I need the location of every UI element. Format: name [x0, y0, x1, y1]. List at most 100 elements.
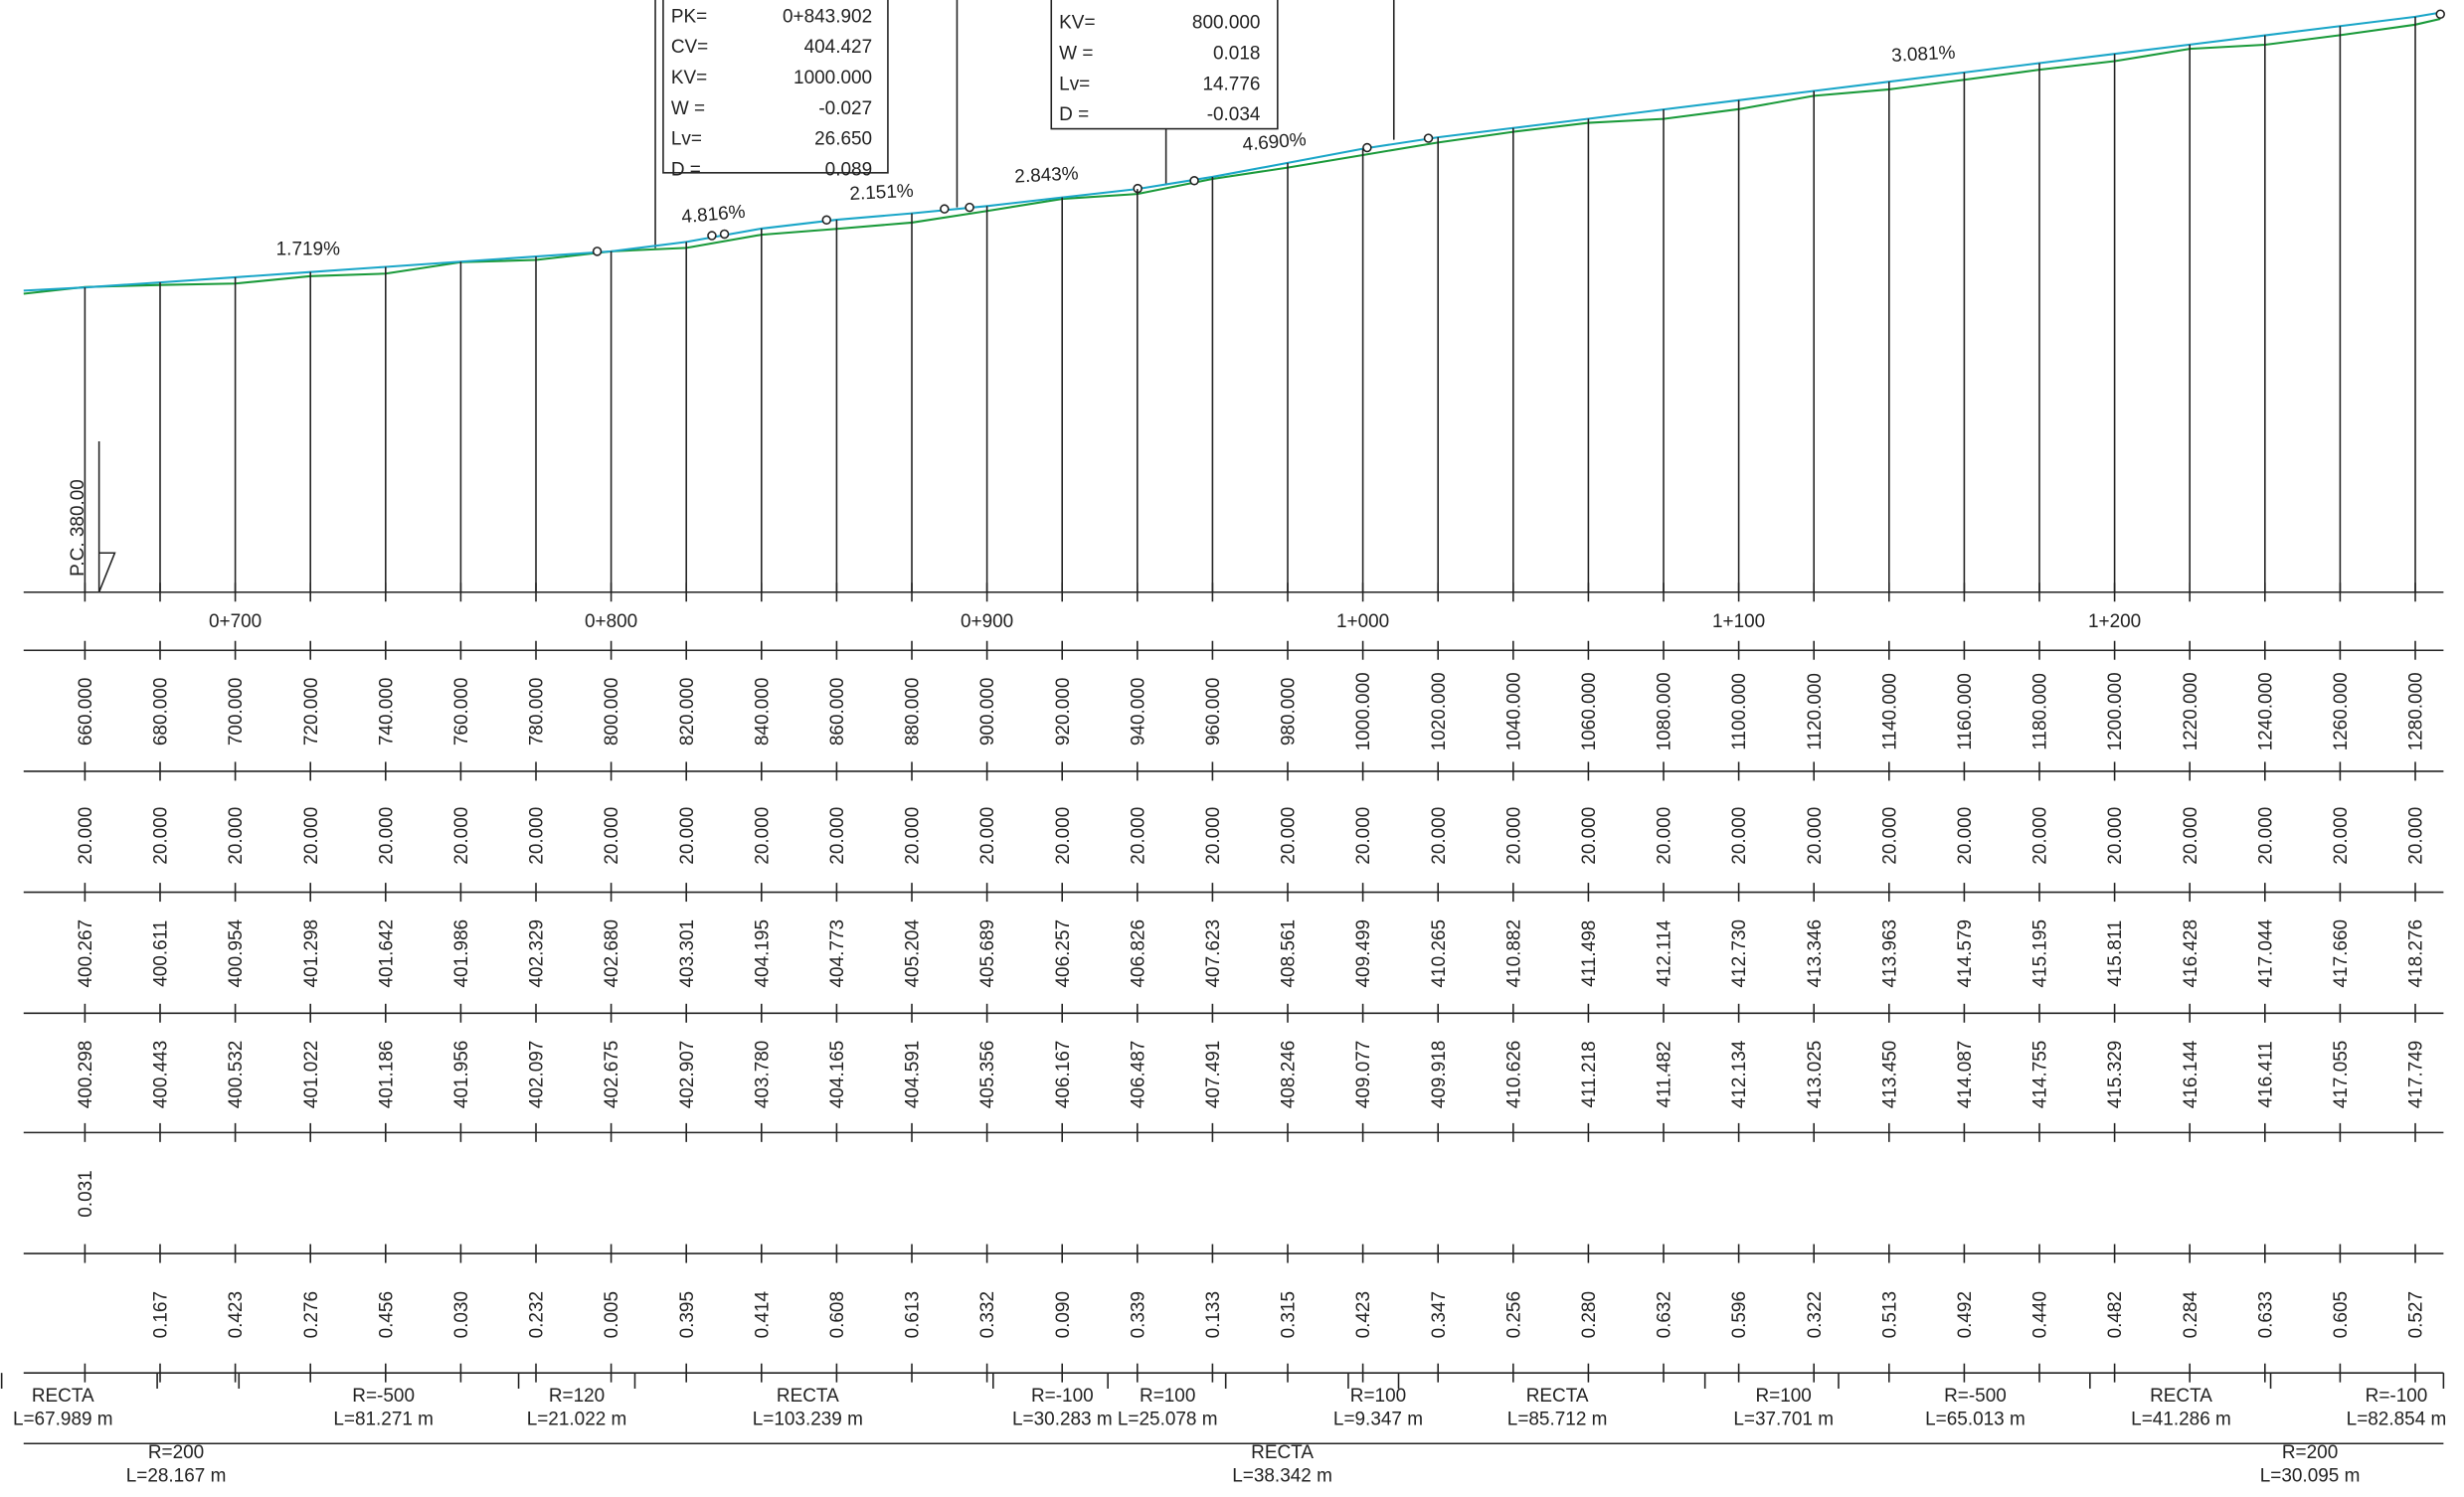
curve-point [821, 215, 832, 225]
band-grade: 411.498 [1579, 920, 1600, 987]
alignment-type: R=120 [549, 1386, 605, 1407]
alignment-type: RECTA [2150, 1386, 2212, 1407]
band-ground: 404.591 [903, 1041, 924, 1109]
alignment-length: L=9.347 m [1333, 1410, 1423, 1430]
station-label: 1+000 [1336, 611, 1389, 632]
slope-label: 4.816% [681, 202, 747, 229]
band-grade: 415.195 [2030, 919, 2051, 988]
band-grade: 404.195 [752, 919, 773, 988]
alignment-type: R=-500 [1944, 1386, 2007, 1407]
station-label: 0+700 [209, 611, 262, 632]
band-distance: 1020.000 [1429, 672, 1450, 750]
band-ground: 412.134 [1729, 1041, 1750, 1109]
band-partial: 20.000 [1279, 807, 1300, 865]
band-cut: 0.280 [1579, 1291, 1600, 1338]
band-distance: 700.000 [226, 678, 247, 747]
band-cut: 0.332 [977, 1291, 998, 1338]
band-ground: 411.218 [1579, 1041, 1600, 1107]
band-partial: 20.000 [76, 807, 96, 865]
curve-key: W = [671, 98, 705, 119]
alignment-length: L=28.167 m [126, 1465, 227, 1486]
datum-arrow-head [97, 552, 116, 593]
band-partial: 20.000 [2105, 807, 2126, 865]
alignment-length: L=41.286 m [2131, 1410, 2231, 1430]
band-distance: 800.000 [602, 678, 622, 747]
grade-line [23, 11, 2441, 292]
slope-labels: 1.719% 4.816% 2.151% 2.843% 4.690% 3.081… [276, 43, 1956, 260]
alignment-length: L=25.078 m [1118, 1410, 1218, 1430]
band-cut: 0.322 [1805, 1291, 1826, 1338]
band-partial: 20.000 [602, 807, 622, 865]
band-cut: 0.133 [1203, 1291, 1224, 1338]
band-ground: 406.167 [1053, 1041, 1074, 1109]
band-distance: 960.000 [1203, 678, 1224, 747]
band-distance: 740.000 [376, 678, 397, 747]
band-grade: 406.826 [1128, 919, 1148, 988]
curve-value: 0+843.902 [783, 6, 872, 27]
alignment-type: RECTA [777, 1386, 839, 1407]
band-grade: 403.301 [677, 919, 698, 988]
band-partial: 20.000 [376, 807, 397, 865]
band-grade: 409.499 [1353, 919, 1374, 988]
band-grade: 406.257 [1053, 919, 1074, 988]
alignment-type: R=100 [1350, 1386, 1406, 1407]
band-ground: 403.780 [752, 1041, 773, 1109]
band-grade: 412.730 [1729, 919, 1750, 988]
curve-value: 0.018 [1213, 44, 1260, 65]
band-ground: 409.077 [1353, 1041, 1374, 1109]
band-cut: 0.608 [827, 1291, 848, 1338]
band-ground: 402.097 [527, 1041, 548, 1109]
curve-key: D = [1059, 104, 1089, 125]
curve-box [1050, 0, 1279, 130]
band-grade: 402.329 [527, 919, 548, 988]
band-partial: 20.000 [1128, 807, 1148, 865]
band-partial: 20.000 [151, 807, 172, 865]
band-cut: 0.633 [2255, 1291, 2276, 1338]
band-partial: 20.000 [1203, 807, 1224, 865]
band-partial: 20.000 [2255, 807, 2276, 865]
band-ground: 410.626 [1503, 1041, 1524, 1109]
alignment-type: RECTA [32, 1386, 94, 1407]
band-cut: 0.256 [1503, 1291, 1524, 1338]
band-cut: 0.284 [2181, 1291, 2201, 1338]
band-grade: 402.680 [602, 919, 622, 988]
band-partial: 20.000 [1429, 807, 1450, 865]
alignment-type: R=100 [1140, 1386, 1195, 1407]
datum-label: P.C. 380.00 [68, 479, 88, 577]
band-cut: 0.030 [451, 1291, 472, 1338]
band-distance: 1100.000 [1729, 673, 1750, 750]
band-fill: 0.031 [76, 1170, 96, 1217]
band-grade: 407.623 [1203, 919, 1224, 988]
band-grade: 400.954 [226, 919, 247, 988]
band-cut: 0.395 [677, 1291, 698, 1338]
band-ground: 406.487 [1128, 1041, 1148, 1109]
band-cut: 0.347 [1429, 1291, 1450, 1338]
alignment-type: R=200 [148, 1442, 204, 1463]
band-grade: 400.611 [151, 920, 172, 987]
curve-value: 26.650 [814, 129, 872, 150]
curve-key: Lv= [671, 129, 702, 150]
band-cut: 0.456 [376, 1291, 397, 1338]
band-distance: 720.000 [301, 678, 322, 747]
band-ground: 400.532 [226, 1041, 247, 1109]
datum-marker: P.C. 380.00 [68, 441, 116, 593]
band-cut: 0.232 [527, 1291, 548, 1338]
band-partial: 20.000 [827, 807, 848, 865]
band-ground: 400.443 [151, 1041, 172, 1109]
band-ground: 402.907 [677, 1041, 698, 1109]
band-partial: 20.000 [1579, 807, 1600, 865]
band-cut: 0.632 [1655, 1291, 1675, 1338]
alignment-length: L=38.342 m [1232, 1465, 1332, 1486]
band-partial: 20.000 [1655, 807, 1675, 865]
band-grade: 415.811 [2105, 920, 2126, 987]
band-distance: 1000.000 [1353, 672, 1374, 750]
band-ground: 408.246 [1279, 1041, 1300, 1109]
band-ground: 400.298 [76, 1041, 96, 1109]
band-cut: 0.527 [2406, 1291, 2427, 1338]
band-partial: 20.000 [1729, 807, 1750, 865]
band-grade: 412.114 [1655, 920, 1675, 987]
alignment-length: L=65.013 m [1925, 1410, 2025, 1430]
station-label: 1+200 [2088, 611, 2141, 632]
alignment-length: L=21.022 m [527, 1410, 627, 1430]
alignment-type: R=-500 [352, 1386, 415, 1407]
